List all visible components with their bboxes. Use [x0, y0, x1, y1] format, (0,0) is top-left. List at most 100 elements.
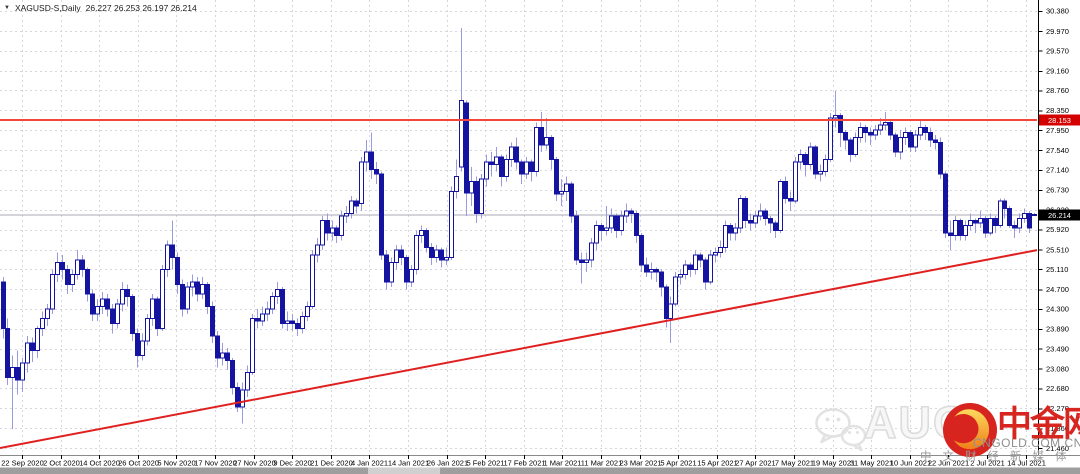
- candle: [539, 127, 544, 146]
- candle: [339, 215, 344, 236]
- x-axis-label: 22 Sep 2020: [1, 459, 44, 468]
- candle: [1012, 225, 1017, 229]
- candle: [733, 227, 738, 234]
- candle: [364, 151, 369, 163]
- y-axis-label: 24.700: [1046, 285, 1069, 294]
- candle: [913, 134, 918, 148]
- x-axis-label: 15 Apr 2021: [697, 459, 737, 468]
- candle: [614, 215, 619, 232]
- candle: [773, 222, 778, 232]
- candle: [983, 217, 988, 234]
- y-axis-label: 29.570: [1046, 46, 1069, 55]
- candle: [359, 161, 364, 205]
- candle: [524, 161, 529, 175]
- x-axis-label: 14 Jan 2021: [388, 459, 429, 468]
- candle: [260, 313, 265, 322]
- y-axis-label: 23.080: [1046, 364, 1069, 373]
- candle: [280, 288, 285, 325]
- candle: [185, 286, 190, 310]
- y-axis-label: 25.510: [1046, 245, 1069, 254]
- candle: [25, 342, 30, 364]
- candle: [5, 328, 10, 379]
- x-axis-label: 27 Nov 2020: [233, 459, 276, 468]
- y-axis-label: 26.730: [1046, 186, 1069, 195]
- candle: [330, 227, 335, 234]
- candle: [30, 342, 35, 352]
- candle: [255, 318, 260, 322]
- candle: [125, 288, 130, 298]
- y-axis-label: 29.970: [1046, 27, 1069, 36]
- candle: [160, 269, 165, 330]
- y-axis-label: 27.140: [1046, 165, 1069, 174]
- candle: [230, 359, 235, 388]
- candle: [320, 220, 325, 246]
- candle: [479, 178, 484, 214]
- candle: [354, 200, 359, 207]
- current-price-badge-label: 26.214: [1048, 211, 1071, 220]
- candle: [245, 372, 250, 391]
- candle: [574, 215, 579, 261]
- candle: [369, 151, 374, 170]
- candle: [50, 274, 55, 310]
- candle: [310, 254, 315, 307]
- candle: [688, 264, 693, 271]
- candle: [290, 320, 295, 325]
- candle: [514, 146, 519, 163]
- candle: [888, 122, 893, 136]
- candle: [240, 389, 245, 408]
- x-axis-label: 21 Dec 2020: [310, 459, 353, 468]
- symbol-period-label: XAGUSD-S,Daily: [14, 3, 81, 13]
- candle: [654, 269, 659, 273]
- candle: [963, 225, 968, 236]
- candle: [763, 210, 768, 219]
- x-axis-label: 1 Mar 2021: [544, 459, 582, 468]
- candle: [409, 269, 414, 283]
- candle: [833, 114, 838, 119]
- candle: [589, 242, 594, 261]
- candle: [718, 247, 723, 254]
- candle: [55, 261, 60, 276]
- candle: [918, 127, 923, 136]
- candle: [1032, 213, 1037, 216]
- horizontal-scrollbar[interactable]: [0, 467, 1080, 474]
- candle: [903, 132, 908, 138]
- candle: [225, 352, 230, 361]
- candle: [549, 136, 554, 160]
- x-axis-label: 17 Nov 2020: [194, 459, 237, 468]
- candle: [265, 308, 270, 315]
- one-click-trading-arrow-icon[interactable]: ▼: [4, 5, 10, 11]
- candle: [424, 230, 429, 249]
- candle: [664, 286, 669, 320]
- candle: [454, 176, 459, 192]
- candle: [140, 340, 145, 356]
- candle: [295, 323, 300, 330]
- candle: [843, 132, 848, 141]
- candle: [569, 183, 574, 217]
- candle: [908, 132, 913, 148]
- candle: [708, 254, 713, 283]
- x-axis-label: 5 Feb 2021: [467, 459, 505, 468]
- candle: [384, 254, 389, 283]
- candle: [414, 234, 419, 271]
- candle: [130, 296, 135, 334]
- x-axis-label: 26 Oct 2020: [118, 459, 159, 468]
- candle: [693, 254, 698, 271]
- candle: [300, 315, 305, 330]
- candle: [659, 271, 664, 288]
- y-axis-label: 27.540: [1046, 146, 1069, 155]
- candle: [644, 264, 649, 273]
- trendline[interactable]: [0, 249, 1038, 450]
- candle: [195, 281, 200, 295]
- candle: [544, 136, 549, 146]
- candle: [1022, 212, 1027, 219]
- price-axis: 30.380 29.970 29.570 29.160 28.760 28.350 27.9…: [1038, 7, 1069, 453]
- candle: [494, 156, 499, 165]
- x-axis-label: 23 Mar 2021: [619, 459, 661, 468]
- candle: [110, 308, 115, 325]
- candle: [778, 181, 783, 232]
- candle: [863, 127, 868, 134]
- candle: [499, 156, 504, 178]
- candle: [175, 256, 180, 285]
- candle: [564, 183, 569, 192]
